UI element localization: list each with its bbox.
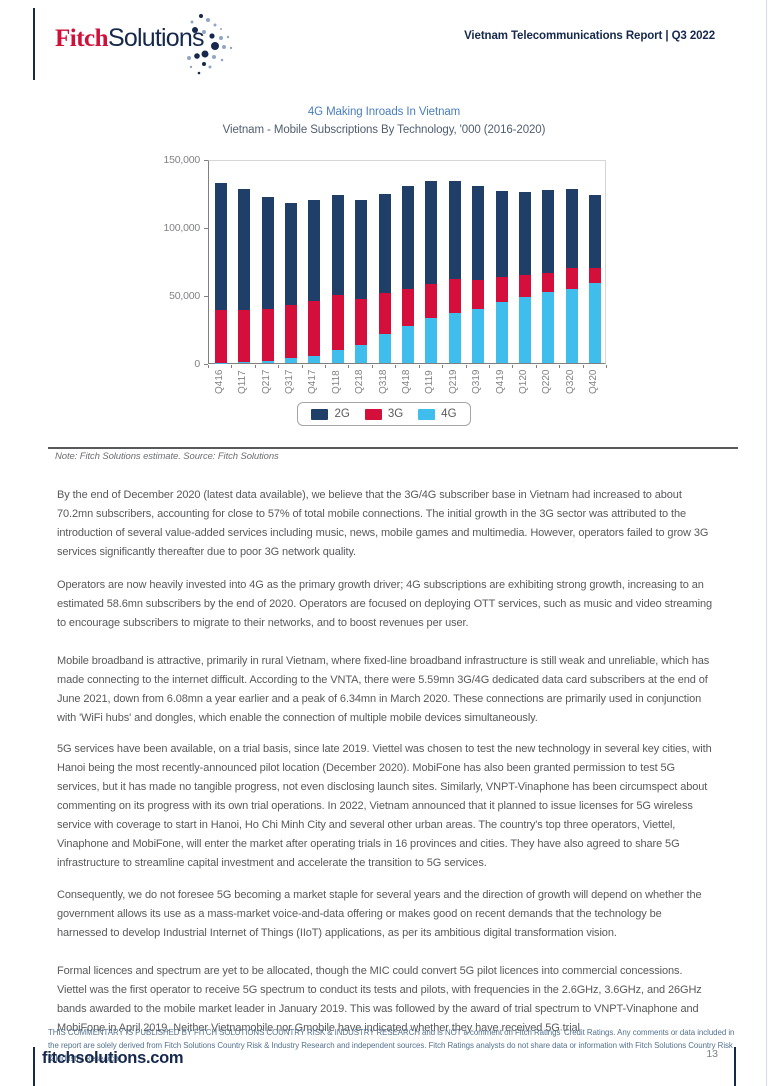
logo-fitch-text: Fitch	[55, 25, 109, 52]
y-axis-tick-label: 0	[194, 358, 200, 370]
bar-segment-4g-q318	[378, 333, 391, 363]
body-paragraph: Mobile broadband is attractive, primaril…	[57, 655, 710, 724]
body-paragraph: By the end of December 2020 (latest data…	[57, 489, 709, 558]
bar-segment-3g-q119	[425, 284, 438, 318]
legend-swatch-3g	[364, 408, 382, 420]
fitchsolutions-website-link[interactable]: fitchsolutions.com	[42, 1049, 184, 1067]
bar-segment-3g-q320	[565, 268, 578, 290]
bar-segment-3g-q319	[472, 279, 485, 309]
bar-segment-2g-q119	[425, 180, 438, 284]
body-paragraph: Consequently, we do not foresee 5G becom…	[57, 889, 702, 939]
chart-legend: 2G 3G 4G	[297, 402, 471, 426]
bar-segment-4g-q120	[519, 297, 532, 363]
report-title: Vietnam Telecommunications Report | Q3 2…	[464, 30, 715, 42]
bar-segment-2g-q420	[589, 195, 602, 268]
y-axis-tick-label: 100,000	[163, 222, 200, 234]
bar-segment-4g-q220	[542, 292, 555, 363]
bar-segment-2g-q220	[542, 189, 555, 273]
bar-segment-4g-q218	[355, 344, 368, 363]
body-paragraph: Operators are now heavily invested into …	[57, 579, 712, 629]
bar-segment-3g-q317	[284, 305, 297, 359]
header-accent-line	[33, 8, 35, 80]
note-divider-rule	[48, 447, 738, 449]
y-axis-tick-label: 150,000	[163, 154, 200, 166]
commentary-disclaimer: THIS COMMENTARY IS PUBLISHED BY FITCH SO…	[48, 1028, 735, 1063]
footer-accent-line-right	[734, 1047, 736, 1086]
bar-segment-2g-q317	[284, 202, 297, 306]
bar-segment-3g-q318	[378, 292, 391, 334]
bar-segment-2g-q417	[308, 200, 321, 302]
bar-segment-3g-q419	[495, 277, 508, 303]
bar-segment-2g-q120	[519, 191, 532, 275]
legend-item-2g: 2G	[311, 408, 350, 420]
bar-segment-4g-q118	[331, 349, 344, 363]
chart-plot-area	[208, 160, 606, 364]
body-paragraph: Formal licences and spectrum are yet to …	[57, 965, 702, 1034]
legend-item-4g: 4G	[418, 408, 457, 420]
chart-subtitle: Vietnam - Mobile Subscriptions By Techno…	[222, 124, 546, 136]
bar-segment-3g-q417	[308, 301, 321, 356]
bar-segment-2g-q118	[331, 195, 344, 295]
bar-segment-2g-q318	[378, 194, 391, 293]
chart-source-note: Note: Fitch Solutions estimate. Source: …	[55, 451, 279, 462]
body-paragraph: 5G services have been available, on a tr…	[57, 743, 712, 869]
bar-segment-4g-q317	[284, 358, 297, 363]
bar-segment-2g-q218	[355, 200, 368, 299]
page-number: 13	[706, 1048, 718, 1060]
legend-label: 2G	[334, 408, 350, 420]
mobile-subscriptions-chart: 4G Making Inroads In Vietnam Vietnam - M…	[0, 100, 768, 445]
bar-segment-2g-q418	[402, 185, 414, 290]
fitch-solutions-logo: FitchSolutions	[55, 24, 205, 53]
logo-starburst-icon	[187, 14, 233, 75]
bar-segment-2g-q117	[238, 189, 251, 311]
footer-accent-line-left	[33, 1047, 35, 1086]
bar-segment-4g-q418	[402, 326, 414, 363]
bar-segment-2g-q319	[472, 186, 485, 280]
bar-segment-4g-q117	[238, 362, 251, 363]
bar-segment-3g-q120	[519, 274, 532, 298]
bar-segment-3g-q218	[355, 298, 368, 345]
chart-title: 4G Making Inroads In Vietnam	[307, 106, 461, 118]
legend-label: 4G	[441, 408, 457, 420]
bar-segment-2g-q419	[495, 190, 508, 278]
bar-segment-3g-q418	[402, 289, 414, 327]
bar-segment-3g-q117	[238, 310, 251, 363]
legend-swatch-4g	[418, 408, 436, 420]
bar-segment-2g-q416	[214, 183, 227, 311]
bar-segment-4g-q419	[495, 302, 508, 363]
bar-segment-3g-q220	[542, 272, 555, 293]
bar-segment-4g-q417	[308, 355, 321, 363]
bar-segment-2g-q217	[261, 196, 274, 310]
legend-swatch-2g	[311, 408, 329, 420]
y-axis-tick-label: 50,000	[169, 290, 200, 302]
bar-segment-3g-q217	[261, 309, 274, 361]
bar-segment-3g-q416	[214, 310, 227, 363]
bar-segment-3g-q219	[448, 278, 461, 313]
page-edge-line	[766, 0, 767, 1086]
bar-segment-3g-q118	[331, 294, 344, 350]
legend-label: 3G	[387, 408, 404, 420]
bar-segment-3g-q420	[589, 267, 602, 284]
bar-segment-4g-q119	[425, 317, 438, 363]
bar-segment-2g-q219	[448, 180, 461, 279]
legend-item-3g: 3G	[364, 408, 404, 420]
bar-segment-2g-q320	[565, 188, 578, 269]
bar-segment-4g-q217	[261, 360, 274, 363]
bar-segment-4g-q319	[472, 308, 485, 363]
bar-segment-4g-q320	[565, 289, 578, 363]
bar-segment-4g-q219	[448, 312, 461, 363]
bar-segment-4g-q420	[589, 283, 602, 363]
logo-solutions-text: Solutions	[108, 24, 204, 52]
